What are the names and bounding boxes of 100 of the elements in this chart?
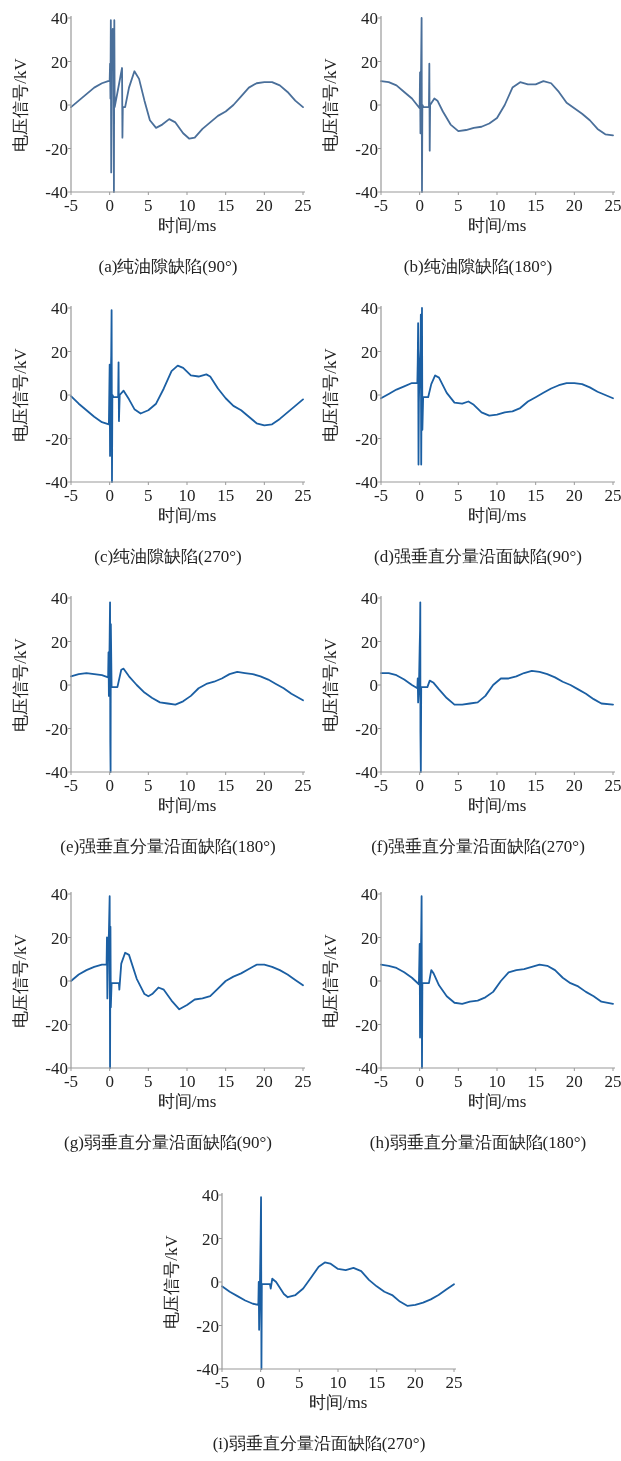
x-axis-title: 时间/ms bbox=[157, 506, 217, 525]
y-tick-label: 40 bbox=[51, 589, 68, 608]
x-tick-label: 15 bbox=[217, 486, 235, 505]
x-axis-title: 时间/ms bbox=[308, 1393, 368, 1412]
y-axis-title: 电压信号/kV bbox=[11, 347, 30, 442]
text: (g)弱垂直分量沿面缺陷(90°) bbox=[64, 1133, 272, 1152]
x-tick-label: 25 bbox=[604, 196, 621, 215]
y-tick-label: -40 bbox=[355, 1059, 378, 1078]
y-tick-label: -40 bbox=[45, 763, 68, 782]
y-tick-label: 20 bbox=[361, 928, 378, 948]
x-tick-label: 0 bbox=[105, 776, 114, 795]
y-tick-label: 20 bbox=[202, 1229, 219, 1249]
text: (f)强垂直分量沿面缺陷(270°) bbox=[371, 837, 585, 856]
x-tick-label: 25 bbox=[294, 486, 312, 505]
x-tick-label: 0 bbox=[415, 486, 424, 505]
y-tick-label: 40 bbox=[361, 885, 378, 904]
text: (a)纯油隙缺陷(90°) bbox=[98, 257, 238, 276]
y-tick-label: -20 bbox=[45, 719, 68, 739]
x-tick-label: 5 bbox=[144, 1072, 153, 1091]
x-tick-label: 5 bbox=[454, 776, 463, 795]
x-tick-label: 10 bbox=[178, 1072, 196, 1091]
y-tick-label: -20 bbox=[45, 1015, 68, 1035]
x-tick-label: 25 bbox=[604, 486, 621, 505]
x-tick-label: 5 bbox=[144, 776, 153, 795]
x-tick-label: 5 bbox=[454, 196, 463, 215]
x-tick-label: 25 bbox=[294, 1072, 312, 1091]
x-tick-label: 20 bbox=[565, 776, 583, 795]
x-tick-label: 10 bbox=[488, 486, 506, 505]
x-axis-title: 时间/ms bbox=[157, 796, 217, 815]
x-tick-label: 5 bbox=[295, 1373, 304, 1392]
y-tick-label: -20 bbox=[355, 1015, 378, 1035]
x-tick-label: 25 bbox=[294, 776, 312, 795]
y-tick-label: 0 bbox=[369, 96, 378, 115]
y-axis-title: 电压信号/kV bbox=[321, 347, 340, 442]
y-tick-label: 0 bbox=[210, 1273, 219, 1292]
y-tick-label: 20 bbox=[51, 928, 68, 948]
y-tick-label: 0 bbox=[59, 676, 68, 695]
y-tick-label: -20 bbox=[355, 139, 378, 159]
x-tick-label: 25 bbox=[604, 776, 621, 795]
x-tick-label: 5 bbox=[454, 1072, 463, 1091]
text: (b)纯油隙缺陷(180°) bbox=[403, 257, 553, 276]
y-tick-label: -40 bbox=[355, 183, 378, 202]
y-tick-label: 40 bbox=[51, 299, 68, 318]
x-tick-label: 15 bbox=[217, 776, 235, 795]
x-tick-label: 20 bbox=[565, 486, 583, 505]
x-tick-label: 10 bbox=[488, 1072, 506, 1091]
y-tick-label: 40 bbox=[51, 885, 68, 904]
x-tick-label: 25 bbox=[604, 1072, 621, 1091]
y-tick-label: -40 bbox=[45, 183, 68, 202]
x-axis-title: 时间/ms bbox=[467, 506, 527, 525]
x-tick-label: 0 bbox=[415, 196, 424, 215]
y-tick-label: -40 bbox=[355, 763, 378, 782]
x-tick-label: 25 bbox=[294, 196, 312, 215]
y-tick-label: -40 bbox=[45, 473, 68, 492]
y-tick-label: 40 bbox=[361, 9, 378, 28]
x-tick-label: 0 bbox=[256, 1373, 265, 1392]
x-tick-label: 5 bbox=[144, 196, 153, 215]
y-tick-label: 0 bbox=[59, 386, 68, 405]
text: (e)强垂直分量沿面缺陷(180°) bbox=[60, 837, 276, 856]
y-tick-label: 20 bbox=[361, 342, 378, 362]
x-tick-label: 10 bbox=[178, 486, 196, 505]
x-tick-label: 15 bbox=[217, 1072, 235, 1091]
x-tick-label: 10 bbox=[178, 776, 196, 795]
x-tick-label: 15 bbox=[527, 1072, 545, 1091]
y-tick-label: 20 bbox=[361, 52, 378, 72]
y-tick-label: 40 bbox=[361, 589, 378, 608]
x-tick-label: 10 bbox=[488, 776, 506, 795]
x-tick-label: 20 bbox=[565, 196, 583, 215]
x-tick-label: 5 bbox=[144, 486, 153, 505]
text: (d)强垂直分量沿面缺陷(90°) bbox=[374, 547, 582, 566]
x-tick-label: 15 bbox=[527, 196, 545, 215]
y-tick-label: 40 bbox=[51, 9, 68, 28]
text: (i)弱垂直分量沿面缺陷(270°) bbox=[212, 1434, 426, 1453]
x-tick-label: 15 bbox=[527, 486, 545, 505]
x-axis-title: 时间/ms bbox=[467, 1092, 527, 1111]
x-tick-label: 10 bbox=[178, 196, 196, 215]
y-tick-label: 0 bbox=[369, 386, 378, 405]
x-tick-label: 20 bbox=[406, 1373, 424, 1392]
x-tick-label: 20 bbox=[255, 1072, 273, 1091]
text: (c)纯油隙缺陷(270°) bbox=[94, 547, 242, 566]
y-tick-label: 40 bbox=[361, 299, 378, 318]
y-tick-label: 20 bbox=[51, 52, 68, 72]
y-tick-label: 0 bbox=[369, 972, 378, 991]
x-tick-label: 5 bbox=[454, 486, 463, 505]
y-tick-label: -40 bbox=[45, 1059, 68, 1078]
y-tick-label: -20 bbox=[45, 429, 68, 449]
x-tick-label: 0 bbox=[415, 1072, 424, 1091]
x-tick-label: 25 bbox=[445, 1373, 463, 1392]
x-tick-label: 0 bbox=[105, 1072, 114, 1091]
y-tick-label: -40 bbox=[355, 473, 378, 492]
x-axis-title: 时间/ms bbox=[157, 1092, 217, 1111]
y-tick-label: -20 bbox=[45, 139, 68, 159]
x-axis-title: 时间/ms bbox=[467, 796, 527, 815]
text: (h)弱垂直分量沿面缺陷(180°) bbox=[369, 1133, 587, 1152]
x-tick-label: 20 bbox=[565, 1072, 583, 1091]
y-axis-title: 电压信号/kV bbox=[321, 933, 340, 1028]
y-axis-title: 电压信号/kV bbox=[162, 1234, 181, 1329]
y-tick-label: 20 bbox=[361, 632, 378, 652]
y-axis-title: 电压信号/kV bbox=[321, 57, 340, 152]
y-tick-label: -20 bbox=[355, 429, 378, 449]
